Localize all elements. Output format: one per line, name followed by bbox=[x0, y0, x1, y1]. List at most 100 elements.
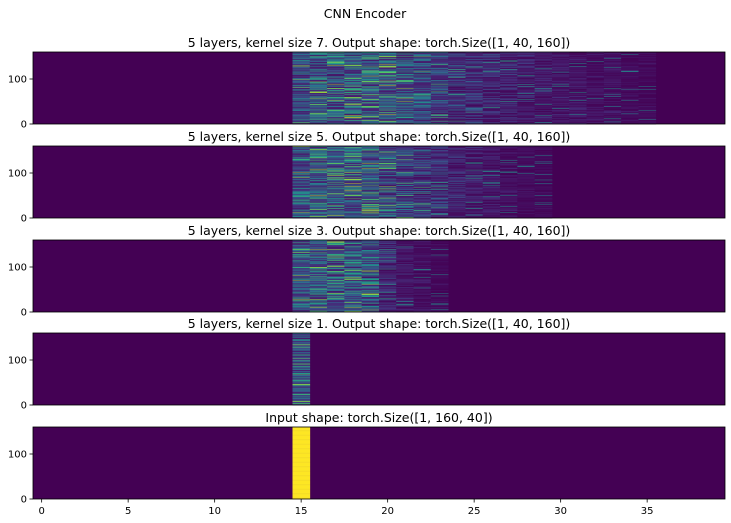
heatmap-cell bbox=[448, 91, 466, 93]
heatmap-cell bbox=[361, 159, 380, 161]
heatmap-cell bbox=[344, 97, 362, 99]
heatmap-cell bbox=[586, 92, 605, 93]
heatmap-cell bbox=[586, 70, 605, 71]
heatmap-cell bbox=[344, 157, 362, 159]
heatmap-cell bbox=[448, 208, 466, 210]
heatmap-cell bbox=[430, 58, 449, 60]
heatmap-cell bbox=[396, 175, 414, 177]
heatmap-cell bbox=[603, 81, 622, 83]
heatmap-cell bbox=[586, 115, 605, 117]
heatmap-cell bbox=[569, 57, 587, 59]
heatmap-cell bbox=[552, 82, 570, 83]
heatmap-cell bbox=[448, 71, 466, 73]
heatmap-cell bbox=[379, 105, 397, 106]
heatmap-cell bbox=[430, 163, 449, 165]
heatmap-cell bbox=[603, 109, 622, 111]
heatmap-cell bbox=[500, 79, 518, 81]
heatmap-cell bbox=[361, 160, 380, 162]
heatmap-cell bbox=[534, 66, 553, 68]
heatmap-cell bbox=[448, 61, 466, 62]
heatmap-cell bbox=[413, 162, 432, 164]
heatmap-cell bbox=[448, 200, 466, 202]
heatmap-cell bbox=[379, 61, 397, 62]
heatmap-cell bbox=[379, 109, 397, 111]
heatmap-cell bbox=[379, 57, 397, 59]
heatmap-cell bbox=[413, 173, 432, 175]
heatmap-cell bbox=[344, 148, 362, 149]
heatmap-cell bbox=[327, 201, 345, 203]
heatmap-cell bbox=[534, 64, 553, 65]
heatmap-cell bbox=[413, 101, 432, 103]
heatmap-cell bbox=[465, 61, 484, 63]
heatmap-cell bbox=[379, 169, 397, 171]
heatmap-cell bbox=[396, 161, 414, 163]
heatmap-cell bbox=[292, 213, 311, 215]
heatmap-cell bbox=[517, 89, 535, 91]
heatmap-cell bbox=[309, 150, 328, 152]
heatmap-cell bbox=[500, 89, 518, 91]
heatmap-cell bbox=[517, 78, 535, 80]
heatmap-cell bbox=[361, 56, 380, 57]
heatmap-cell bbox=[430, 116, 449, 118]
heatmap-cell bbox=[379, 56, 397, 58]
heatmap-cell bbox=[465, 122, 484, 124]
heatmap-cell bbox=[379, 170, 397, 172]
heatmap-cell bbox=[448, 56, 466, 57]
heatmap-cell bbox=[534, 66, 553, 68]
heatmap-cell bbox=[379, 68, 397, 70]
heatmap-cell bbox=[292, 54, 311, 56]
heatmap-cell bbox=[482, 54, 501, 55]
heatmap-cell bbox=[603, 119, 622, 121]
heatmap-cell bbox=[292, 153, 311, 154]
heatmap-cell bbox=[292, 202, 311, 204]
heatmap-cell bbox=[569, 70, 587, 71]
heatmap-cell bbox=[413, 104, 432, 106]
heatmap-cell bbox=[448, 190, 466, 191]
heatmap-cell bbox=[361, 159, 380, 161]
heatmap-cell bbox=[361, 214, 380, 216]
heatmap-cell bbox=[638, 93, 657, 95]
heatmap-cell bbox=[292, 149, 311, 151]
heatmap-cell bbox=[517, 94, 535, 96]
heatmap-cell bbox=[621, 84, 639, 86]
heatmap-cell bbox=[430, 198, 449, 199]
heatmap-cell bbox=[396, 76, 414, 78]
heatmap-cell bbox=[413, 147, 432, 149]
heatmap-cell bbox=[361, 204, 380, 206]
heatmap-cell bbox=[465, 65, 484, 67]
heatmap-cell bbox=[292, 212, 311, 213]
heatmap-cell bbox=[465, 69, 484, 71]
heatmap-cell bbox=[603, 115, 622, 117]
heatmap-cell bbox=[621, 120, 639, 122]
heatmap-cell bbox=[482, 95, 501, 97]
heatmap-cell bbox=[465, 96, 484, 98]
heatmap-cell bbox=[309, 189, 328, 191]
heatmap-cell bbox=[344, 91, 362, 92]
heatmap-cell bbox=[500, 114, 518, 116]
heatmap-cell bbox=[517, 81, 535, 82]
heatmap-cell bbox=[396, 175, 414, 176]
heatmap-cell bbox=[603, 58, 622, 60]
heatmap-cell bbox=[534, 61, 553, 62]
heatmap-cell bbox=[500, 86, 518, 88]
heatmap-cell bbox=[344, 161, 362, 163]
heatmap-cell bbox=[361, 199, 380, 200]
heatmap-cell bbox=[292, 84, 311, 86]
heatmap-cell bbox=[448, 206, 466, 208]
heatmap-cell bbox=[534, 55, 553, 57]
heatmap-cell bbox=[361, 114, 380, 116]
heatmap-cell bbox=[517, 92, 535, 94]
heatmap-cell bbox=[292, 108, 311, 109]
heatmap-cell bbox=[361, 189, 380, 191]
heatmap-cell bbox=[603, 59, 622, 61]
heatmap-cell bbox=[482, 72, 501, 74]
heatmap-cell bbox=[396, 122, 414, 123]
heatmap-cell bbox=[448, 91, 466, 92]
heatmap-cell bbox=[448, 57, 466, 59]
heatmap-cell bbox=[361, 210, 380, 212]
heatmap-cell bbox=[448, 79, 466, 81]
heatmap-cell bbox=[309, 173, 328, 174]
heatmap-cell bbox=[327, 187, 345, 189]
heatmap-cell bbox=[327, 111, 345, 113]
heatmap-cell bbox=[638, 71, 657, 73]
